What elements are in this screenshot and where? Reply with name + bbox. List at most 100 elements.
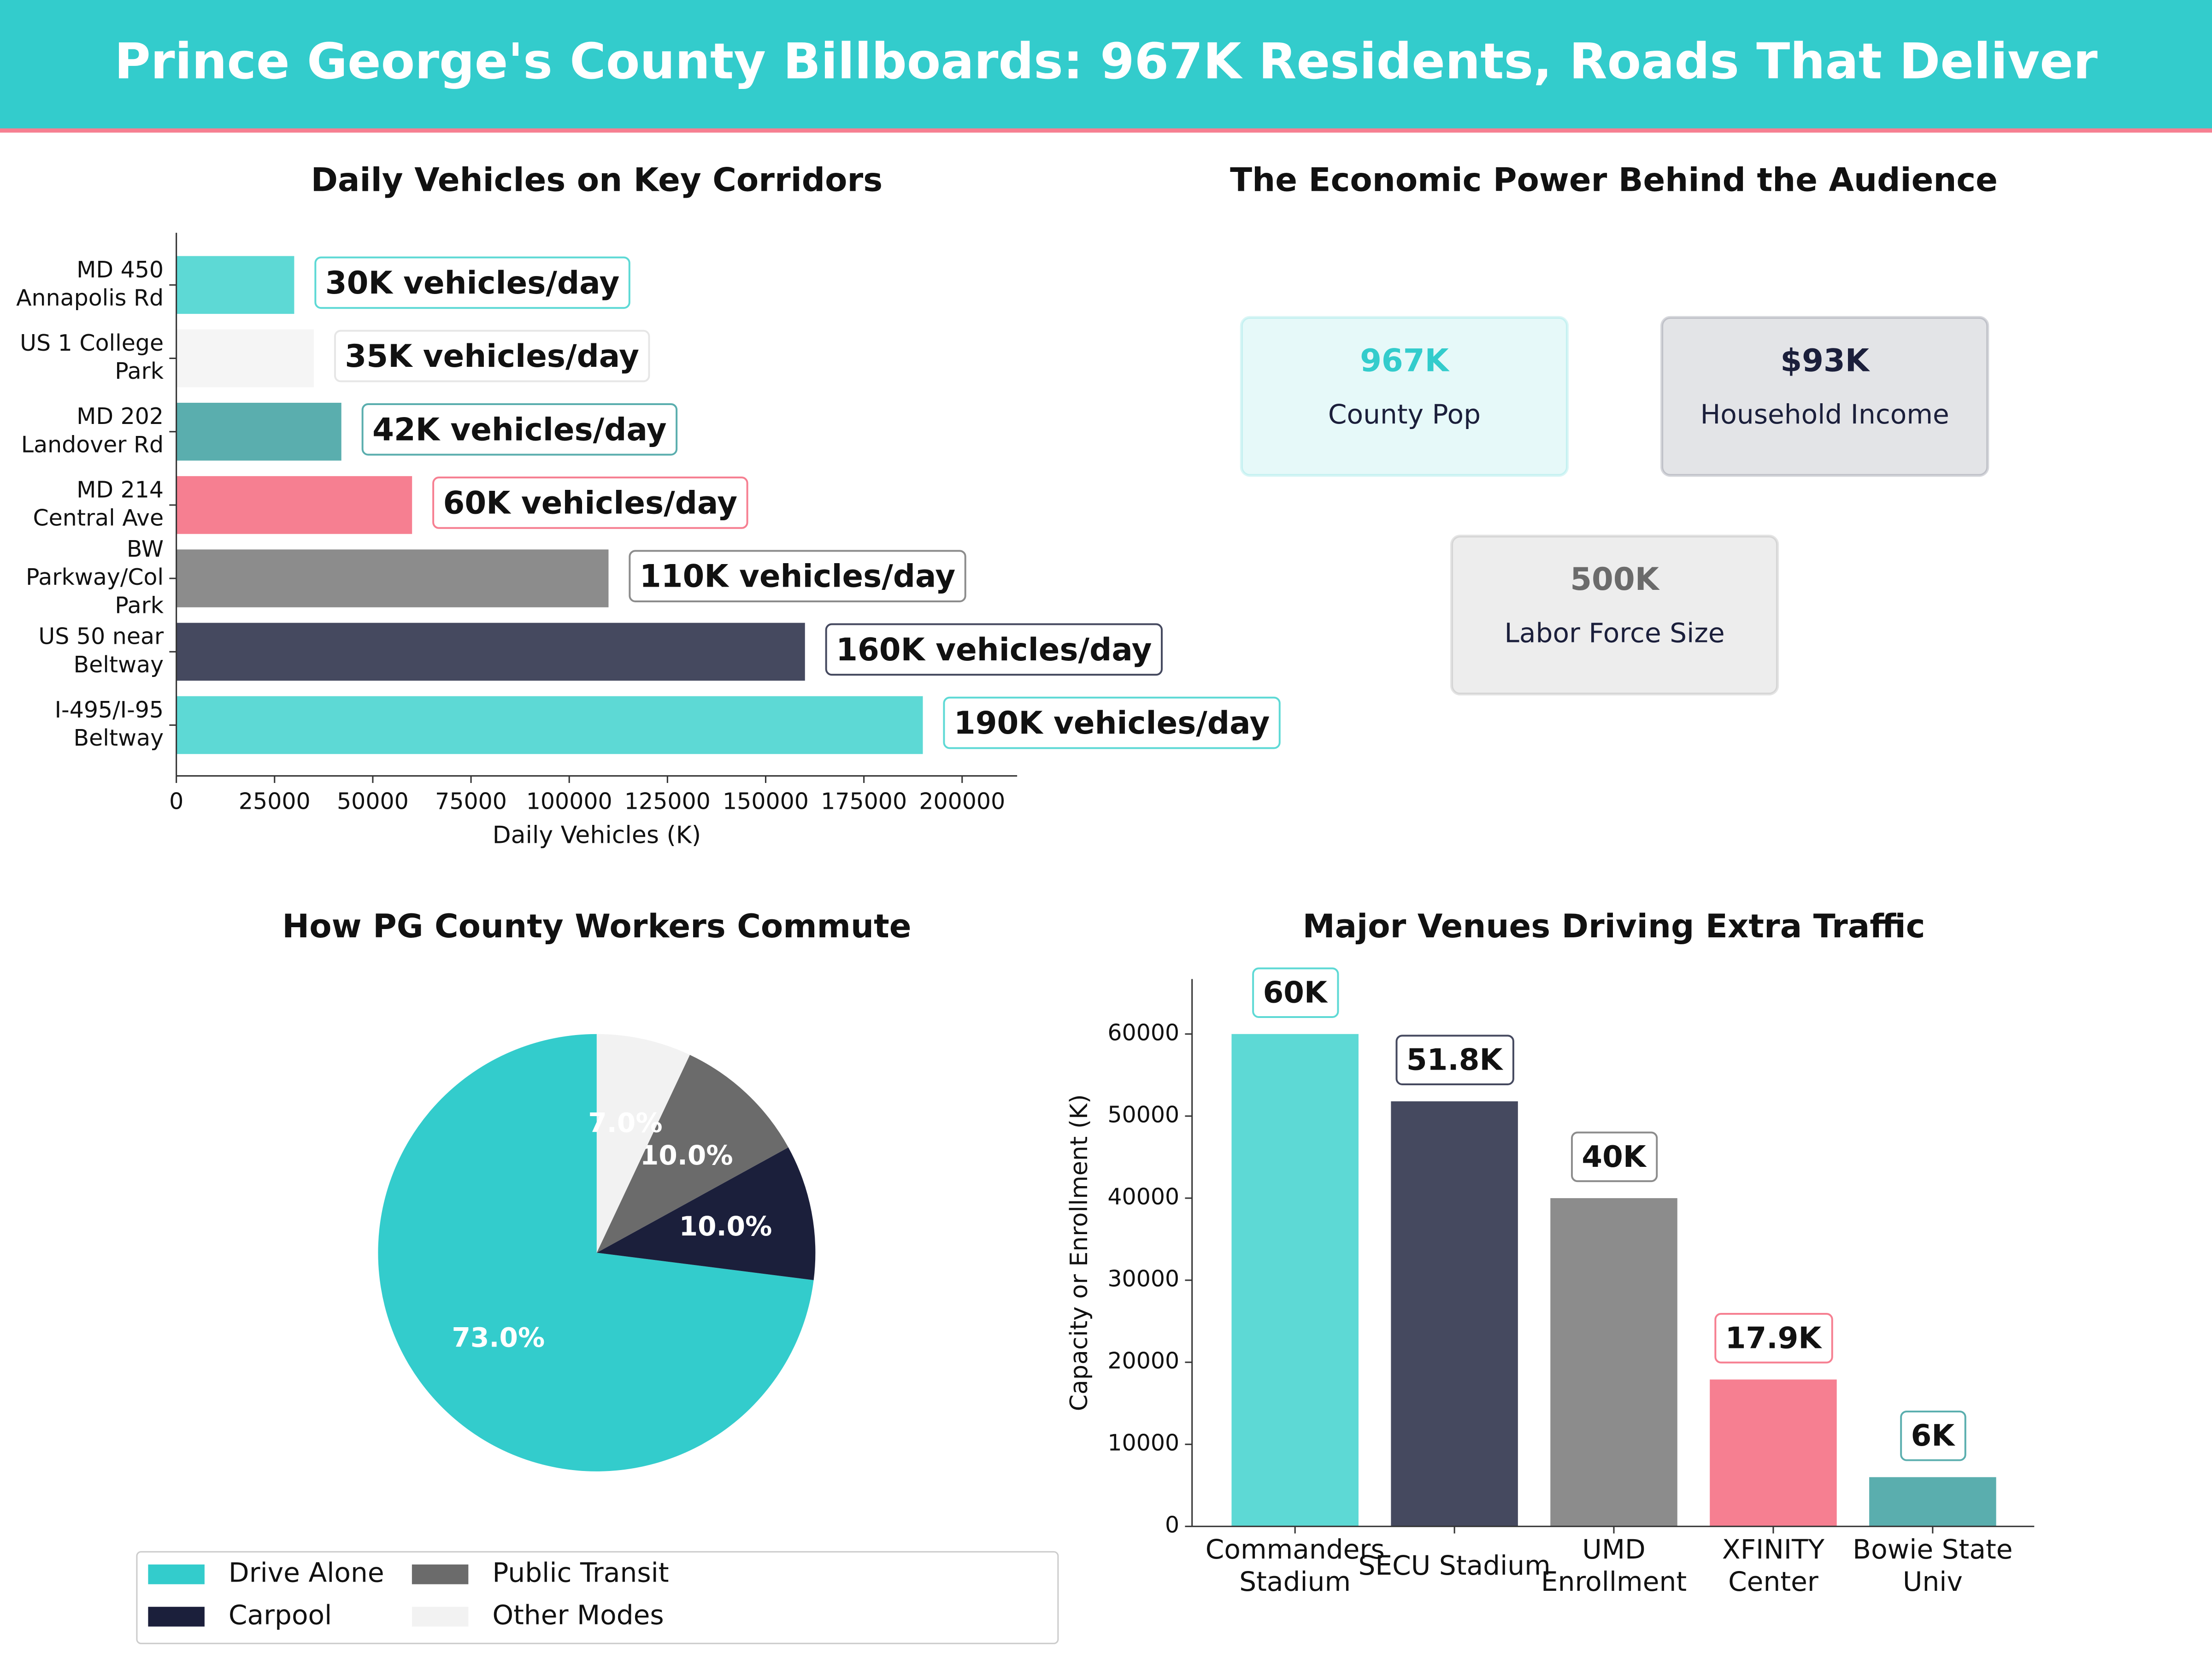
slice-label: 7.0% [588,1107,662,1139]
label-box [432,477,748,529]
slice-label: 73.0% [452,1322,545,1353]
x-tick-label: UMD Enrollment [1541,1534,1687,1597]
bar [176,696,923,754]
kpi-card [1660,316,1989,477]
header-band [0,0,2212,130]
kpi-value: 500K [1570,561,1660,597]
kpi-card [1450,535,1779,696]
bar [1710,1379,1837,1527]
kpi-label: Household Income [1700,399,1949,430]
bar [1231,1034,1359,1527]
x-tick-label: SECU Stadium [1358,1550,1550,1581]
chart-title: The Economic Power Behind the Audience [1230,161,1998,199]
data-label: 190K vehicles/day [954,705,1270,741]
x-tick-label: 75000 [435,788,507,814]
bar [1391,1101,1518,1527]
x-axis-label: Daily Vehicles (K) [493,821,701,849]
bar [1550,1198,1677,1527]
y-tick-label: MD 450 Annapolis Rd [16,256,164,311]
label-box [361,403,678,456]
chart-title: Major Venues Driving Extra Traffic [1303,907,1925,945]
label-box [943,696,1281,749]
y-tick-label: US 1 College Park [20,329,164,384]
bar [1869,1477,1996,1527]
label-box [334,329,650,382]
kpi-label: Labor Force Size [1504,618,1724,649]
legend-box [136,1551,1059,1644]
label-box [1900,1410,1966,1461]
x-tick-label: 100000 [526,788,612,814]
legend-swatch [412,1564,469,1584]
y-tick-label: 60000 [1107,1019,1179,1046]
slice-label: 10.0% [640,1140,733,1171]
kpi-value: 967K [1360,342,1450,378]
label-box [314,256,630,309]
data-label: 35K vehicles/day [345,338,639,374]
y-tick-label: 10000 [1107,1430,1179,1456]
label-box [629,550,966,602]
data-label: 51.8K [1406,1043,1504,1077]
data-label: 160K vehicles/day [836,631,1152,668]
y-tick-label: MD 214 Central Ave [33,477,164,531]
data-label: 60K vehicles/day [443,484,738,521]
header-rule [0,128,2212,133]
bar [176,329,314,388]
kpi-label: County Pop [1328,399,1481,430]
legend-label: Other Modes [492,1599,664,1630]
bar [176,476,412,534]
x-tick-label: 200000 [919,788,1005,814]
label-box [1571,1131,1658,1182]
y-tick-label: 0 [1165,1512,1179,1538]
x-tick-label: 150000 [723,788,809,814]
bar [176,623,805,681]
y-axis-label: Capacity or Enrollment (K) [1065,1094,1093,1411]
label-box [1395,1035,1514,1085]
kpi-card [1240,316,1569,477]
chart-title: Daily Vehicles on Key Corridors [311,161,883,199]
pie-slice [596,1034,690,1253]
data-label: 42K vehicles/day [372,411,667,447]
data-label: 17.9K [1725,1321,1823,1355]
chart-title: How PG County Workers Commute [282,907,911,945]
kpi-value: $93K [1780,342,1871,378]
y-tick-label: I-495/I-95 Beltway [55,696,164,751]
data-label: 6K [1911,1418,1956,1453]
slice-label: 10.0% [679,1211,772,1242]
legend-label: Public Transit [492,1557,669,1588]
y-tick-label: 30000 [1107,1266,1179,1292]
label-box [825,623,1163,676]
x-tick-label: XFINITY Center [1722,1534,1825,1597]
y-tick-label: BW Parkway/Col Park [26,535,164,618]
y-tick-label: 20000 [1107,1348,1179,1374]
y-tick-label: 50000 [1107,1101,1179,1128]
legend-swatch [412,1606,469,1627]
legend-label: Carpool [229,1599,332,1630]
data-label: 60K [1263,976,1328,1010]
y-tick-label: MD 202 Landover Rd [21,403,164,458]
data-label: 40K [1582,1140,1647,1174]
data-label: 30K vehicles/day [325,265,620,301]
legend-swatch [148,1606,205,1627]
x-tick-label: 25000 [239,788,311,814]
label-box [1252,967,1339,1018]
bar [176,256,294,314]
x-tick-label: 50000 [337,788,409,814]
y-tick-label: US 50 near Beltway [38,623,164,677]
label-box [1714,1313,1833,1364]
page-title: Prince George's County Billboards: 967K … [114,33,2098,90]
data-label: 110K vehicles/day [640,558,955,594]
legend-label: Drive Alone [229,1557,384,1588]
x-tick-label: Commanders Stadium [1206,1534,1385,1597]
bar [176,402,341,461]
bar [176,549,609,607]
legend-swatch [148,1564,205,1584]
x-tick-label: 0 [169,788,183,814]
x-tick-label: 175000 [821,788,907,814]
y-tick-label: 40000 [1107,1183,1179,1210]
x-tick-label: 125000 [624,788,711,814]
pie-slice [596,1055,788,1253]
x-tick-label: Bowie State Univ [1853,1534,2012,1597]
pie-slice [596,1147,816,1280]
